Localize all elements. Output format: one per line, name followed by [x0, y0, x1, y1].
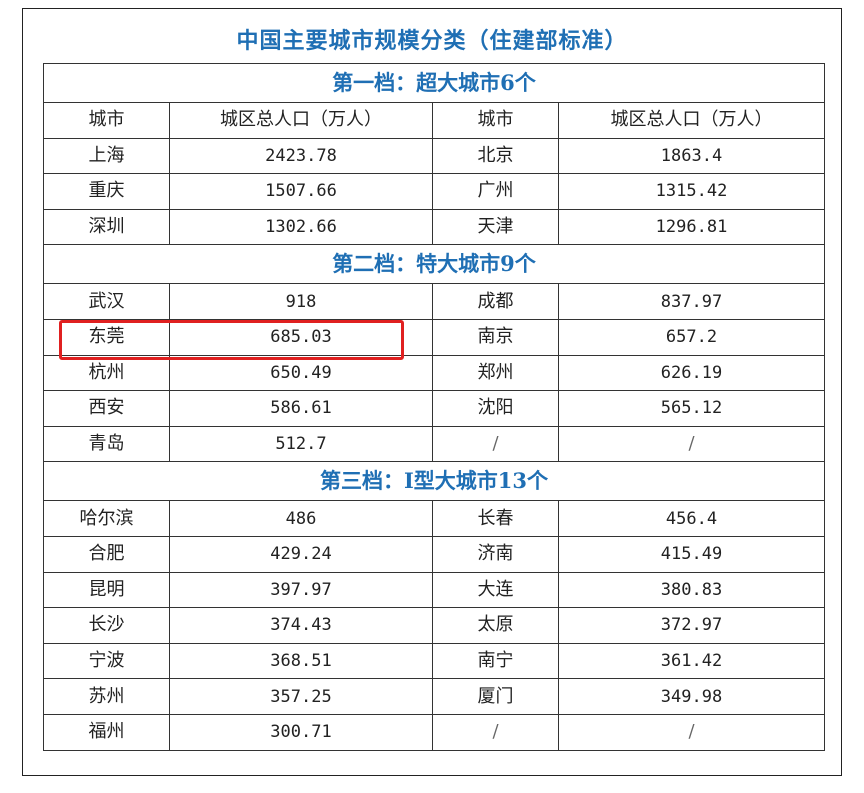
table-row: 武汉 918 成都 837.97 — [43, 283, 825, 320]
population-cell: 372.97 — [558, 607, 825, 644]
city-cell: 南京 — [432, 318, 559, 356]
city-cell: 杭州 — [43, 354, 170, 392]
tier-heading: 第三档：Ⅰ型大城市13个 — [43, 461, 825, 502]
city-cell: 宁波 — [43, 642, 170, 680]
document-frame: 中国主要城市规模分类（住建部标准） 第一档：超大城市6个 城市 城区总人口（万人）城… — [22, 8, 842, 776]
city-cell: 东莞 — [43, 318, 170, 356]
table-row: 宁波 368.51 南宁 361.42 — [43, 642, 825, 680]
population-cell: 368.51 — [169, 642, 433, 680]
city-cell: 北京 — [432, 137, 559, 175]
table-row: 杭州 650.49 郑州 626.19 — [43, 354, 825, 392]
table-row: 西安 586.61 沈阳 565.12 — [43, 390, 825, 427]
population-cell: 586.61 — [169, 390, 433, 427]
population-cell: / — [558, 713, 825, 751]
header-row: 城市 城区总人口（万人） 城市 城区总人口（万人） — [43, 102, 825, 139]
city-cell: 厦门 — [432, 678, 559, 715]
tier-row: 第三档：Ⅰ型大城市13个 — [43, 461, 825, 502]
table-row: 福州 300.71// — [43, 713, 825, 751]
table-row: 深圳 1302.66 天津 1296.81 — [43, 208, 825, 246]
city-cell: 昆明 — [43, 571, 170, 609]
table-row: 哈尔滨 486 长春 456.4 — [43, 500, 825, 537]
city-cell: 福州 — [43, 713, 170, 751]
city-cell: 合肥 — [43, 535, 170, 573]
tier-heading: 第二档：特大城市9个 — [43, 244, 825, 285]
page-title: 中国主要城市规模分类（住建部标准） — [236, 28, 628, 54]
column-header: 城市 — [43, 102, 170, 139]
city-cell: 青岛 — [43, 425, 170, 463]
city-cell: / — [432, 425, 559, 463]
table-row: 东莞 685.03 南京 657.2 — [43, 318, 825, 356]
city-cell: 南宁 — [432, 642, 559, 680]
population-cell: 1507.66 — [169, 173, 433, 210]
table-row: 上海 2423.78 北京 1863.4 — [43, 137, 825, 175]
population-cell: / — [558, 425, 825, 463]
population-cell: 1302.66 — [169, 208, 433, 246]
city-cell: 济南 — [432, 535, 559, 573]
city-cell: 武汉 — [43, 283, 170, 320]
column-header: 城市 — [432, 102, 559, 139]
city-cell: 太原 — [432, 607, 559, 644]
tier-row: 第二档：特大城市9个 — [43, 244, 825, 285]
tier-heading: 第一档：超大城市6个 — [43, 63, 825, 103]
city-cell: 大连 — [432, 571, 559, 609]
city-cell: 西安 — [43, 390, 170, 427]
city-cell: 重庆 — [43, 173, 170, 210]
population-cell: 361.42 — [558, 642, 825, 680]
population-cell: 357.25 — [169, 678, 433, 715]
population-cell: 918 — [169, 283, 433, 320]
population-cell: 415.49 — [558, 535, 825, 573]
city-cell: 上海 — [43, 137, 170, 175]
city-table: 第一档：超大城市6个 城市 城区总人口（万人） 城市 城区总人口（万人） 上海 2423.7… — [43, 63, 825, 751]
city-cell: 苏州 — [43, 678, 170, 715]
table-row: 长沙 374.43 太原 372.97 — [43, 607, 825, 644]
population-cell: 657.2 — [558, 318, 825, 356]
table-row: 重庆 1507.66 广州 1315.42 — [43, 173, 825, 210]
population-cell: 397.97 — [169, 571, 433, 609]
highlight-box — [59, 320, 404, 360]
table-row: 青岛 512.7// — [43, 425, 825, 463]
population-cell: 380.83 — [558, 571, 825, 609]
column-header: 城区总人口（万人） — [169, 102, 433, 139]
city-cell: 沈阳 — [432, 390, 559, 427]
population-cell: 512.7 — [169, 425, 433, 463]
population-cell: 374.43 — [169, 607, 433, 644]
population-cell: 2423.78 — [169, 137, 433, 175]
city-cell: 长沙 — [43, 607, 170, 644]
population-cell: 685.03 — [169, 318, 433, 356]
column-header: 城区总人口（万人） — [558, 102, 825, 139]
table-row: 苏州 357.25 厦门 349.98 — [43, 678, 825, 715]
table-row: 昆明 397.97 大连 380.83 — [43, 571, 825, 609]
city-cell: 成都 — [432, 283, 559, 320]
population-cell: 650.49 — [169, 354, 433, 392]
city-cell: 天津 — [432, 208, 559, 246]
city-cell: 郑州 — [432, 354, 559, 392]
population-cell: 1315.42 — [558, 173, 825, 210]
city-cell: 长春 — [432, 500, 559, 537]
population-cell: 429.24 — [169, 535, 433, 573]
population-cell: 1296.81 — [558, 208, 825, 246]
tier-row: 第一档：超大城市6个 — [43, 63, 825, 103]
population-cell: 486 — [169, 500, 433, 537]
city-cell: / — [432, 713, 559, 751]
city-cell: 广州 — [432, 173, 559, 210]
population-cell: 837.97 — [558, 283, 825, 320]
city-cell: 深圳 — [43, 208, 170, 246]
population-cell: 349.98 — [558, 678, 825, 715]
population-cell: 1863.4 — [558, 137, 825, 175]
population-cell: 300.71 — [169, 713, 433, 751]
population-cell: 626.19 — [558, 354, 825, 392]
city-cell: 哈尔滨 — [43, 500, 170, 537]
population-cell: 456.4 — [558, 500, 825, 537]
population-cell: 565.12 — [558, 390, 825, 427]
table-row: 合肥 429.24 济南 415.49 — [43, 535, 825, 573]
